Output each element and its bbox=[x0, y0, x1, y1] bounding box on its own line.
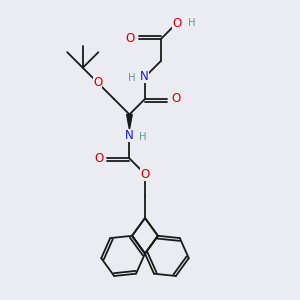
Text: O: O bbox=[93, 76, 103, 89]
Text: N: N bbox=[125, 129, 134, 142]
Text: H: H bbox=[139, 132, 147, 142]
Text: H: H bbox=[188, 18, 195, 28]
Text: O: O bbox=[140, 167, 149, 181]
Text: N: N bbox=[140, 70, 149, 83]
Text: O: O bbox=[94, 152, 104, 165]
Text: O: O bbox=[171, 92, 181, 105]
Text: O: O bbox=[125, 32, 134, 45]
Text: O: O bbox=[172, 17, 182, 30]
Text: H: H bbox=[128, 73, 135, 83]
Polygon shape bbox=[127, 114, 132, 129]
